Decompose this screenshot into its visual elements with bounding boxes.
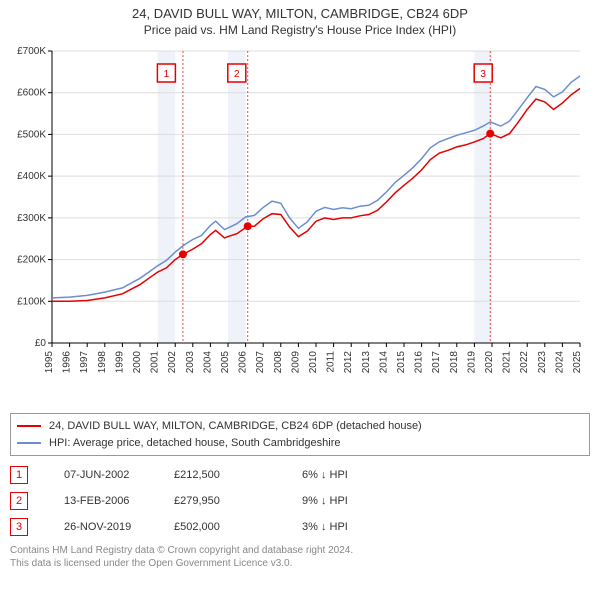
svg-text:2007: 2007	[255, 351, 266, 374]
svg-text:2014: 2014	[378, 351, 389, 374]
svg-text:1: 1	[164, 69, 170, 80]
svg-text:£300K: £300K	[17, 213, 46, 224]
legend-label: 24, DAVID BULL WAY, MILTON, CAMBRIDGE, C…	[49, 418, 422, 435]
sale-price: £212,500	[174, 469, 284, 481]
legend-item: HPI: Average price, detached house, Sout…	[17, 435, 583, 452]
svg-text:£200K: £200K	[17, 255, 46, 266]
legend-swatch-property	[17, 425, 41, 427]
svg-text:2000: 2000	[132, 351, 143, 374]
line-chart: £0 £100K £200K £300K £400K £500K £600K £700K 199…	[6, 43, 590, 413]
sale-price: £279,950	[174, 495, 284, 507]
legend: 24, DAVID BULL WAY, MILTON, CAMBRIDGE, C…	[10, 413, 590, 456]
svg-text:1996: 1996	[62, 351, 73, 374]
svg-text:£500K: £500K	[17, 129, 46, 140]
sale-row: 2 13-FEB-2006 £279,950 9% ↓ HPI	[10, 488, 590, 514]
sale-delta: 9% ↓ HPI	[302, 495, 590, 507]
svg-text:1999: 1999	[114, 351, 125, 374]
chart-title: 24, DAVID BULL WAY, MILTON, CAMBRIDGE, C…	[4, 6, 596, 21]
footnote-line: This data is licensed under the Open Gov…	[10, 557, 590, 570]
svg-text:2004: 2004	[202, 351, 213, 374]
svg-text:2015: 2015	[396, 351, 407, 374]
svg-text:2010: 2010	[308, 351, 319, 374]
svg-text:1995: 1995	[44, 351, 55, 374]
svg-text:2002: 2002	[167, 351, 178, 374]
sales-table: 1 07-JUN-2002 £212,500 6% ↓ HPI 2 13-FEB…	[10, 462, 590, 540]
svg-text:2: 2	[234, 69, 240, 80]
svg-text:£600K: £600K	[17, 88, 46, 99]
svg-text:2012: 2012	[343, 351, 354, 374]
sale-badge: 3	[10, 518, 28, 536]
chart-area: £0 £100K £200K £300K £400K £500K £600K £700K 199…	[0, 39, 600, 409]
svg-text:2025: 2025	[572, 351, 583, 374]
svg-text:2024: 2024	[554, 351, 565, 374]
svg-text:2020: 2020	[484, 351, 495, 374]
footnote: Contains HM Land Registry data © Crown c…	[10, 544, 590, 570]
sale-date: 26-NOV-2019	[46, 521, 156, 533]
svg-text:2022: 2022	[519, 351, 530, 374]
svg-text:2016: 2016	[414, 351, 425, 374]
sale-date: 07-JUN-2002	[46, 469, 156, 481]
svg-text:1998: 1998	[97, 351, 108, 374]
sale-price: £502,000	[174, 521, 284, 533]
sale-delta: 3% ↓ HPI	[302, 521, 590, 533]
svg-text:2018: 2018	[449, 351, 460, 374]
svg-text:2001: 2001	[150, 351, 161, 374]
svg-text:2006: 2006	[238, 351, 249, 374]
svg-text:£700K: £700K	[17, 46, 46, 57]
svg-text:2013: 2013	[361, 351, 372, 374]
svg-text:2021: 2021	[502, 351, 513, 374]
svg-text:£0: £0	[35, 338, 47, 349]
sale-badge: 1	[10, 466, 28, 484]
legend-label: HPI: Average price, detached house, Sout…	[49, 435, 340, 452]
footnote-line: Contains HM Land Registry data © Crown c…	[10, 544, 590, 557]
svg-text:£100K: £100K	[17, 296, 46, 307]
svg-text:2019: 2019	[466, 351, 477, 374]
svg-text:2011: 2011	[326, 351, 337, 373]
sale-row: 3 26-NOV-2019 £502,000 3% ↓ HPI	[10, 514, 590, 540]
sale-date: 13-FEB-2006	[46, 495, 156, 507]
svg-text:2003: 2003	[185, 351, 196, 374]
svg-text:2005: 2005	[220, 351, 231, 374]
svg-text:3: 3	[480, 69, 486, 80]
sale-delta: 6% ↓ HPI	[302, 469, 590, 481]
svg-text:2008: 2008	[273, 351, 284, 374]
legend-swatch-hpi	[17, 442, 41, 444]
sale-badge: 2	[10, 492, 28, 510]
svg-text:2009: 2009	[290, 351, 301, 374]
legend-item: 24, DAVID BULL WAY, MILTON, CAMBRIDGE, C…	[17, 418, 583, 435]
svg-text:1997: 1997	[79, 351, 90, 374]
svg-text:2017: 2017	[431, 351, 442, 374]
svg-text:2023: 2023	[537, 351, 548, 374]
svg-text:£400K: £400K	[17, 171, 46, 182]
chart-subtitle: Price paid vs. HM Land Registry's House …	[4, 23, 596, 37]
sale-row: 1 07-JUN-2002 £212,500 6% ↓ HPI	[10, 462, 590, 488]
